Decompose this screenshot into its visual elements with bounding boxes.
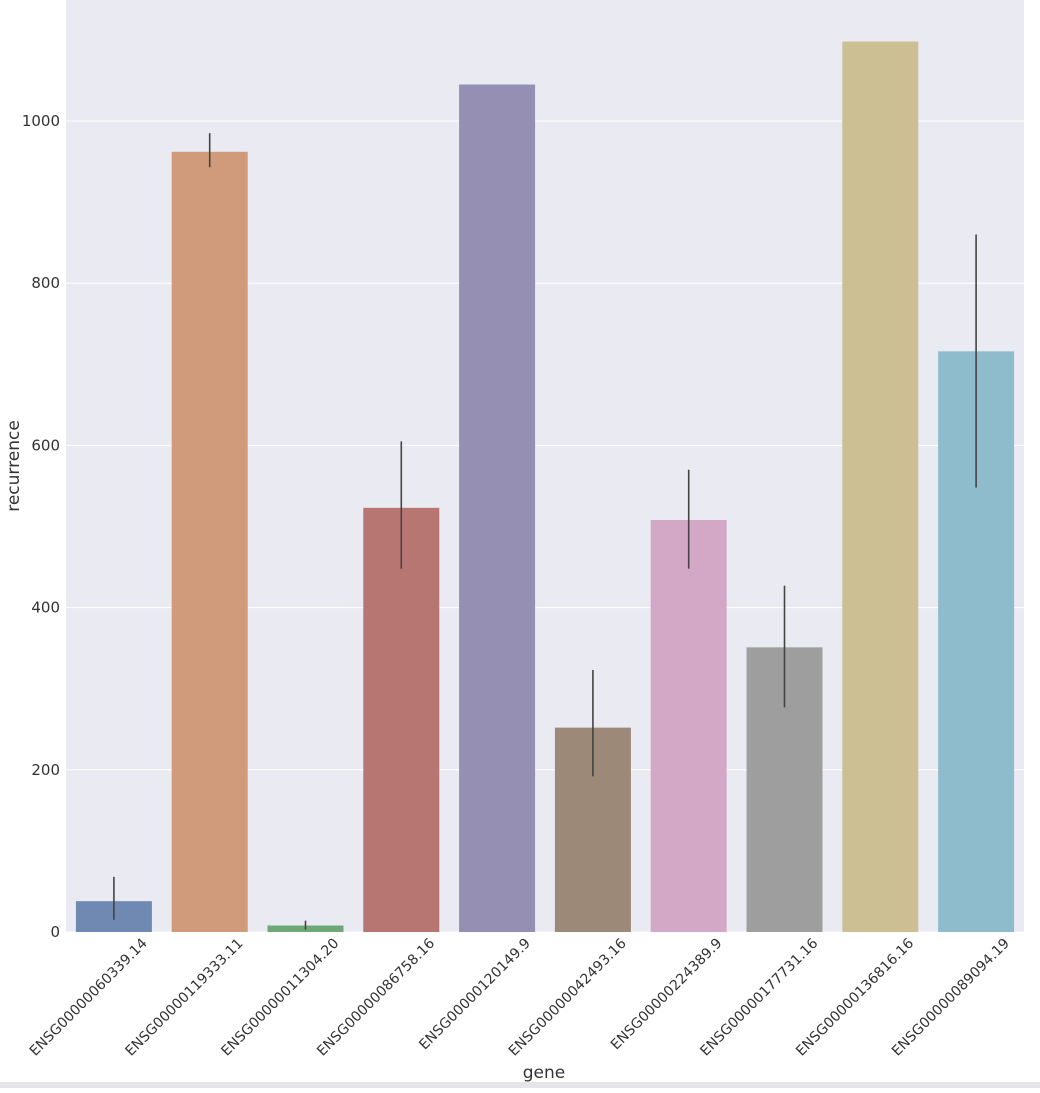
- bar: [171, 151, 248, 932]
- y-axis-title: recurrence: [4, 420, 24, 512]
- bar: [459, 84, 536, 932]
- y-tick-label: 800: [31, 274, 60, 292]
- error-bars: [113, 133, 977, 930]
- y-tick-label: 200: [31, 761, 60, 779]
- bar: [842, 41, 919, 933]
- y-tick-labels: 0 200 400 600 800 1000: [22, 112, 60, 941]
- y-tick-label: 0: [50, 923, 60, 941]
- x-tick-label: ENSG00000120149.9: [416, 936, 534, 1054]
- bottom-edge: [0, 1082, 1040, 1088]
- x-tick-labels: ENSG00000060339.14ENSG00000119333.11ENSG…: [27, 935, 1013, 1059]
- bars: [75, 41, 1015, 933]
- bar: [650, 520, 727, 932]
- y-tick-label: 1000: [22, 112, 60, 130]
- bar: [363, 507, 440, 932]
- y-tick-label: 600: [31, 436, 60, 454]
- y-tick-label: 400: [31, 599, 60, 617]
- x-axis-title: gene: [523, 1063, 565, 1083]
- x-tick-label: ENSG00000224389.9: [608, 936, 726, 1054]
